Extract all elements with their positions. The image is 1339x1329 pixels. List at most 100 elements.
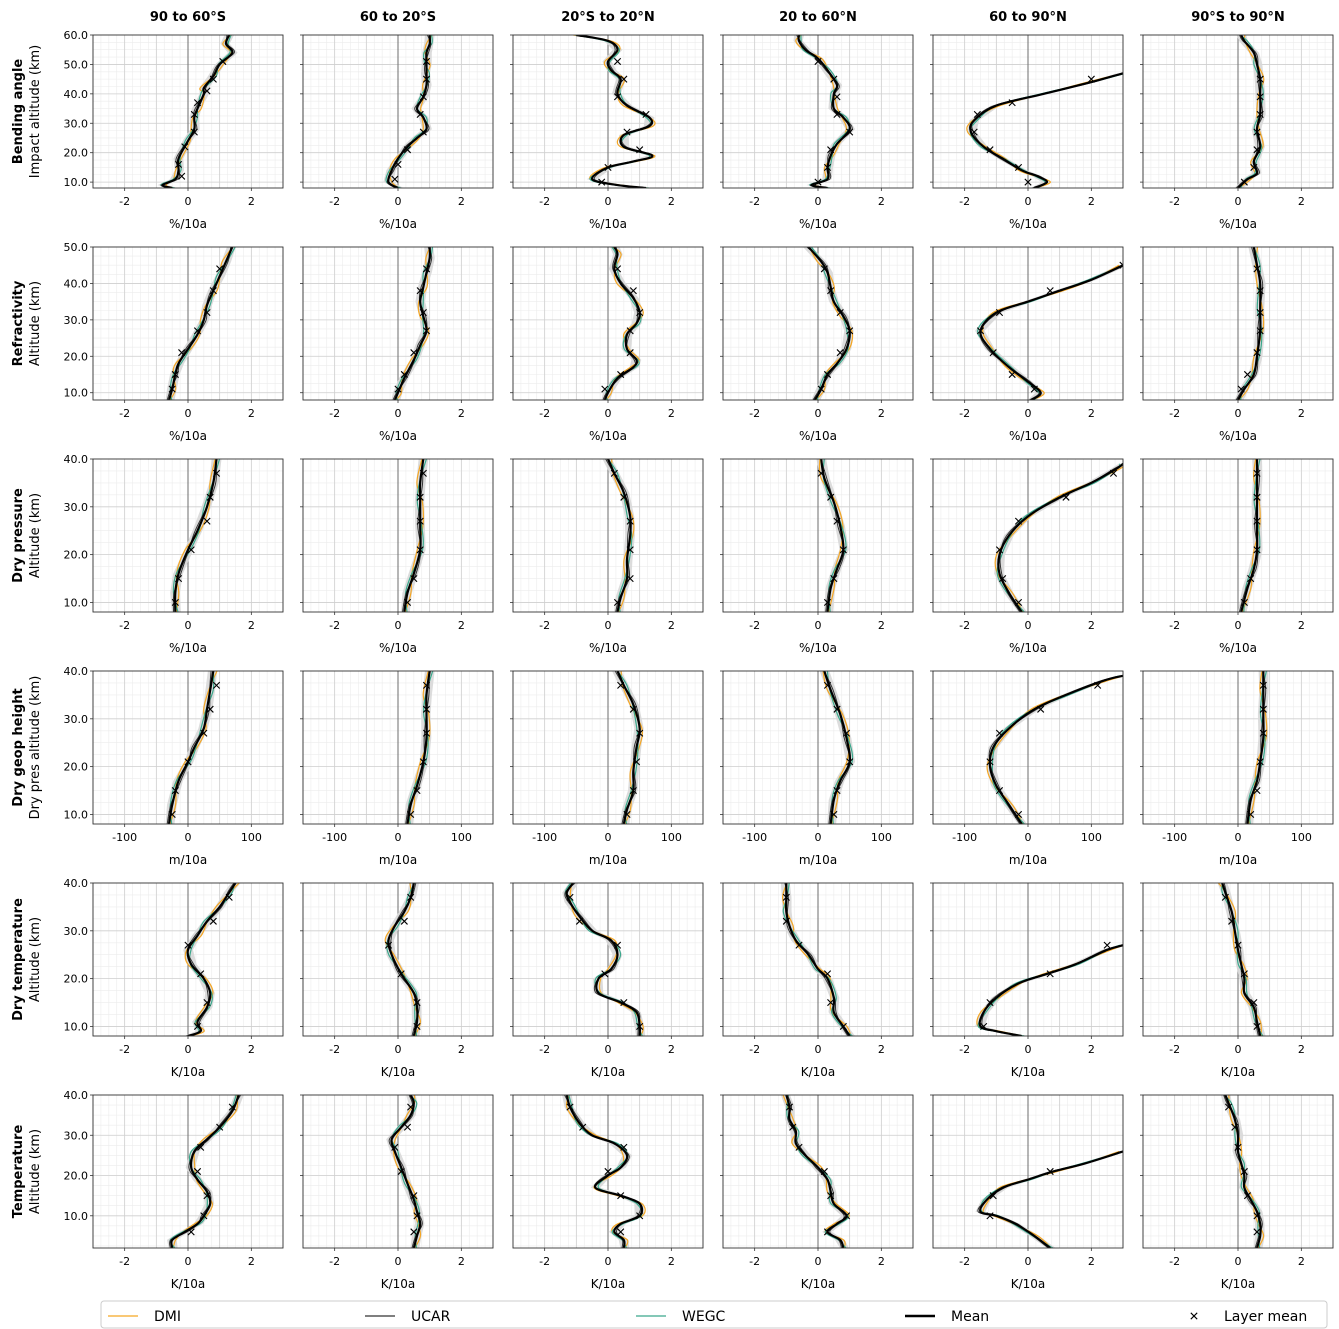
data-layer [986, 674, 1123, 824]
layer-mean-marker [216, 265, 224, 273]
layer-mean-marker [400, 370, 408, 379]
layer-mean-marker [846, 327, 854, 335]
legend-label: DMI [154, 1309, 181, 1325]
spread-band [793, 35, 856, 188]
x-tick-label: 0 [185, 1043, 192, 1056]
legend-label: UCAR [411, 1309, 451, 1325]
layer-mean-marker [168, 385, 176, 393]
subplot: -2 0 2 %/10a [1140, 34, 1334, 231]
layer-mean-marker [422, 681, 431, 689]
y-tick-label: 50.0 [64, 58, 89, 71]
layer-mean-marker [1046, 970, 1054, 978]
layer-mean-marker [629, 705, 637, 713]
data-layer [384, 883, 422, 1036]
layer-mean-marker [1046, 287, 1054, 295]
layer-mean-marker [830, 574, 838, 583]
layer-mean-marker [400, 917, 408, 925]
subplot: -2 0 2 %/10a [510, 458, 704, 655]
layer-mean-marker [1253, 786, 1261, 795]
layer-mean-marker [626, 327, 634, 335]
row-title: Temperature [11, 1125, 26, 1219]
layer-mean-marker [174, 574, 183, 583]
series-ucar [388, 1095, 423, 1248]
x-tick-label: 0 [815, 407, 822, 420]
layer-mean-marker [839, 1022, 847, 1031]
subplot: -2 0 2 %/10a [930, 458, 1124, 655]
layer-mean-marker [970, 128, 978, 136]
x-tick-label: 2 [1298, 619, 1305, 632]
x-tick-label: 2 [458, 195, 465, 208]
row-ylabel: Dry pres altitude (km) [28, 676, 43, 820]
layer-mean-marker [846, 758, 854, 766]
layer-mean-marker [1256, 93, 1264, 101]
layer-mean-marker [1109, 469, 1118, 477]
legend-swatch [1190, 1312, 1198, 1320]
layer-mean-marker [842, 729, 851, 737]
layer-mean-marker [1253, 1212, 1261, 1220]
series-mean [997, 462, 1123, 612]
layer-mean-marker [836, 308, 844, 317]
layer-mean-marker [632, 758, 641, 766]
x-tick-label: 100 [1291, 831, 1312, 844]
layer-mean-marker [1240, 598, 1248, 607]
series-dmi [781, 883, 852, 1036]
layer-mean-marker [391, 1143, 399, 1151]
x-axis-label: K/10a [1221, 1277, 1256, 1291]
x-axis-label: K/10a [171, 1065, 206, 1079]
series-mean [167, 247, 234, 400]
x-axis-label: K/10a [801, 1065, 836, 1079]
series-ucar [999, 463, 1123, 612]
x-tick-label: 0 [1025, 1255, 1032, 1268]
y-tick-label: 30.0 [64, 1129, 89, 1142]
x-tick-label: 2 [248, 1255, 255, 1268]
layer-mean-marker [416, 493, 424, 501]
layer-mean-marker [410, 349, 418, 357]
layer-mean-marker [999, 574, 1007, 583]
series-mean [170, 1095, 240, 1248]
y-tick-label: 10.0 [64, 1020, 89, 1033]
column-title: 20°S to 20°N [561, 10, 655, 25]
x-tick-label: 2 [248, 407, 255, 420]
layer-mean-marker [817, 469, 825, 477]
x-axis-label: K/10a [591, 1065, 626, 1079]
layer-mean-marker [1094, 681, 1102, 689]
series-mean [784, 883, 851, 1036]
layer-mean-marker [419, 758, 427, 766]
x-tick-label: -2 [329, 407, 340, 420]
layer-mean-marker [419, 128, 427, 136]
x-tick-label: 2 [1088, 195, 1095, 208]
legend: DMI UCAR WEGC Mean Layer mean [100, 1300, 1328, 1329]
layer-mean-marker [1243, 370, 1252, 379]
x-tick-label: -2 [1169, 1255, 1180, 1268]
layer-mean-marker [604, 163, 612, 171]
series-mean [823, 671, 852, 824]
layer-mean-marker [200, 729, 208, 737]
layer-mean-marker [1253, 349, 1261, 357]
layer-mean-marker [830, 810, 838, 819]
x-tick-label: 100 [661, 831, 682, 844]
series-ucar [979, 265, 1123, 400]
layer-mean-marker [410, 574, 418, 583]
data-layer [404, 671, 435, 824]
x-axis-label: K/10a [591, 1277, 626, 1291]
y-tick-label: 10.0 [64, 176, 89, 189]
layer-mean-marker [225, 893, 233, 901]
x-axis-label: %/10a [169, 429, 207, 443]
row-title: Bending angle [11, 59, 26, 165]
series-mean [797, 35, 851, 188]
layer-mean-marker [610, 469, 618, 477]
layer-mean-marker [636, 1022, 644, 1031]
layer-mean-marker [782, 917, 790, 925]
layer-mean-marker [827, 998, 835, 1007]
data-layer [383, 35, 435, 188]
layer-mean-marker [617, 1192, 625, 1200]
x-tick-label: 2 [1088, 407, 1095, 420]
subplot: 10.0 20.0 30.0 40.0 -2 0 2 K/10a [64, 877, 284, 1079]
x-tick-label: 0 [185, 831, 192, 844]
layer-mean-marker [206, 705, 214, 713]
layer-mean-marker [197, 1143, 205, 1151]
layer-mean-marker [989, 1192, 997, 1200]
x-tick-label: -2 [539, 1043, 550, 1056]
y-tick-label: 10.0 [64, 596, 89, 609]
x-tick-label: 2 [668, 619, 675, 632]
